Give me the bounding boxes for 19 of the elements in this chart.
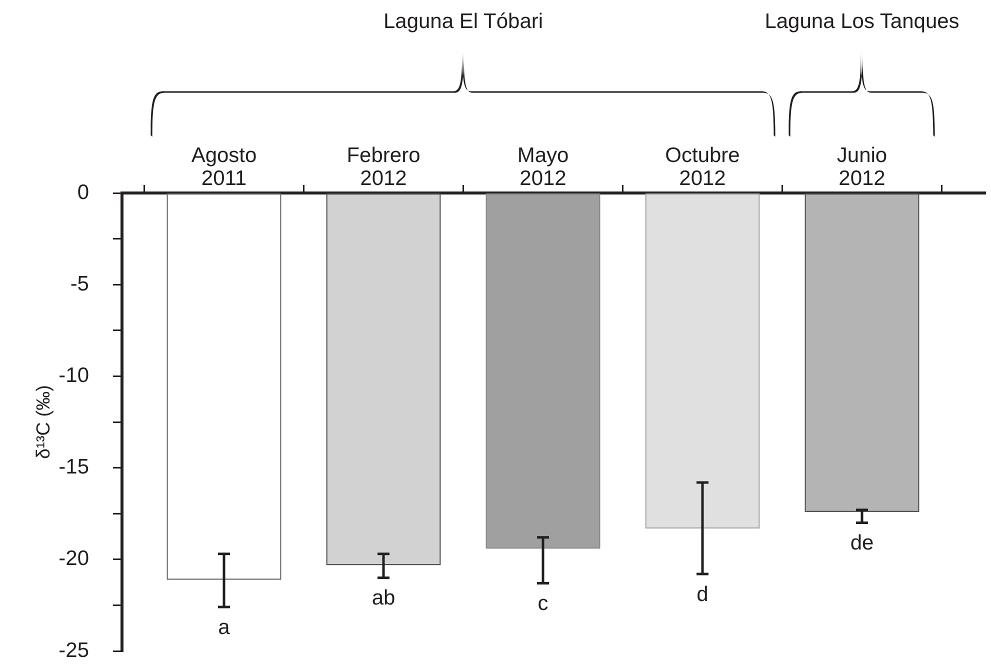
y-tick-label: -15: [58, 456, 89, 479]
x-tick-label: Mayo 2012: [517, 144, 569, 190]
text: Laguna El Tóbari: [383, 10, 544, 33]
x-tick-label: Febrero 2012: [346, 144, 420, 190]
y-tick-label: -10: [58, 364, 89, 387]
x-tick-label: Junio 2012: [836, 144, 888, 190]
x-tick-label: Octubre 2012: [665, 144, 740, 190]
annotation: ab: [372, 586, 396, 610]
y-tick-label: -25: [58, 638, 89, 662]
annotation: de: [850, 532, 874, 555]
y-tick-label: -20: [58, 547, 89, 570]
annotation: c: [538, 592, 548, 616]
annotation: a: [218, 616, 230, 639]
y-tick-label: -5: [70, 272, 89, 296]
y-axis-title: δ¹³C (‰): [34, 385, 55, 459]
y-tick-label: 0: [77, 180, 89, 204]
text: Laguna Los Tanques: [764, 10, 960, 33]
x-tick-label: Agosto 2011: [191, 144, 257, 190]
annotation: d: [696, 582, 708, 606]
